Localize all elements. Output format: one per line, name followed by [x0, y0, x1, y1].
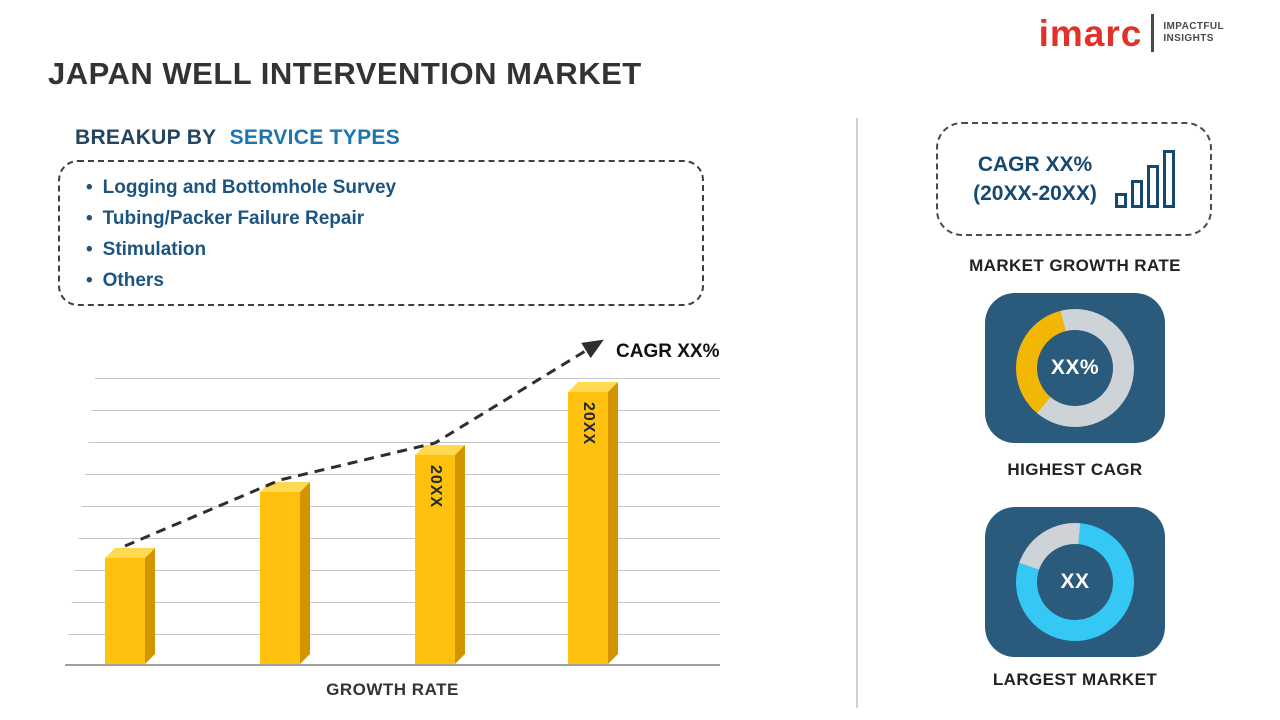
highest-cagr-value: XX%: [1037, 330, 1113, 406]
bar-year-4: 20XX: [568, 392, 608, 664]
highest-cagr-label: HIGHEST CAGR: [1007, 460, 1143, 479]
cagr-box-line1: CAGR XX%: [977, 152, 1093, 176]
chart-baseline: [65, 664, 720, 666]
cagr-box-line2: (20XX-20XX): [973, 182, 1097, 205]
logo-divider: [1151, 14, 1155, 52]
highest-cagr-donut: XX%: [1016, 309, 1134, 427]
cagr-annotation: CAGR XX%: [616, 341, 720, 362]
service-types-box: Logging and Bottomhole Survey Tubing/Pac…: [58, 160, 704, 306]
breakup-heading-highlight: SERVICE TYPES: [229, 126, 401, 149]
icon-bar: [1162, 150, 1175, 208]
breakup-heading: BREAKUP BY SERVICE TYPES: [75, 126, 400, 150]
market-growth-rate-label: MARKET GROWTH RATE: [969, 256, 1181, 275]
largest-market-tile: XX: [985, 507, 1165, 657]
largest-market-value: XX: [1037, 544, 1113, 620]
icon-bar: [1130, 180, 1143, 208]
bar-label: 20XX: [580, 402, 597, 446]
bar-year-1: [105, 558, 145, 664]
x-axis-label: GROWTH RATE: [326, 680, 459, 699]
bar-chart-icon: [1114, 150, 1175, 208]
breakup-heading-prefix: BREAKUP BY: [75, 126, 217, 149]
logo-tagline-line1: IMPACTFUL: [1163, 20, 1224, 32]
bar-year-2: [260, 492, 300, 664]
bar-label: 20XX: [427, 465, 444, 509]
largest-market-donut: XX: [1016, 523, 1134, 641]
service-type-item: Others: [86, 265, 692, 296]
largest-market-label: LARGEST MARKET: [992, 670, 1158, 689]
icon-bar: [1114, 193, 1127, 208]
logo-tagline-line2: INSIGHTS: [1163, 33, 1214, 44]
service-type-item: Tubing/Packer Failure Repair: [86, 203, 692, 234]
imarc-logo-text: imarc: [1038, 12, 1143, 54]
bar-chart-plot-area: 20XX 20XX: [65, 378, 720, 666]
vertical-divider: [856, 118, 858, 708]
logo-tagline: IMPACTFUL INSIGHTS: [1163, 21, 1224, 46]
market-growth-rate-box: CAGR XX% (20XX-20XX): [936, 122, 1212, 236]
cagr-box-text: CAGR XX% (20XX-20XX): [973, 150, 1097, 209]
highest-cagr-tile: XX%: [985, 293, 1165, 443]
icon-bar: [1146, 165, 1159, 208]
service-type-item: Stimulation: [86, 234, 692, 265]
bar-year-3: 20XX: [415, 455, 455, 664]
service-types-list: Logging and Bottomhole Survey Tubing/Pac…: [86, 172, 692, 296]
page-title: JAPAN WELL INTERVENTION MARKET: [48, 56, 642, 91]
imarc-logo: imarc IMPACTFUL INSIGHTS: [1039, 14, 1224, 52]
service-type-item: Logging and Bottomhole Survey: [86, 172, 692, 203]
